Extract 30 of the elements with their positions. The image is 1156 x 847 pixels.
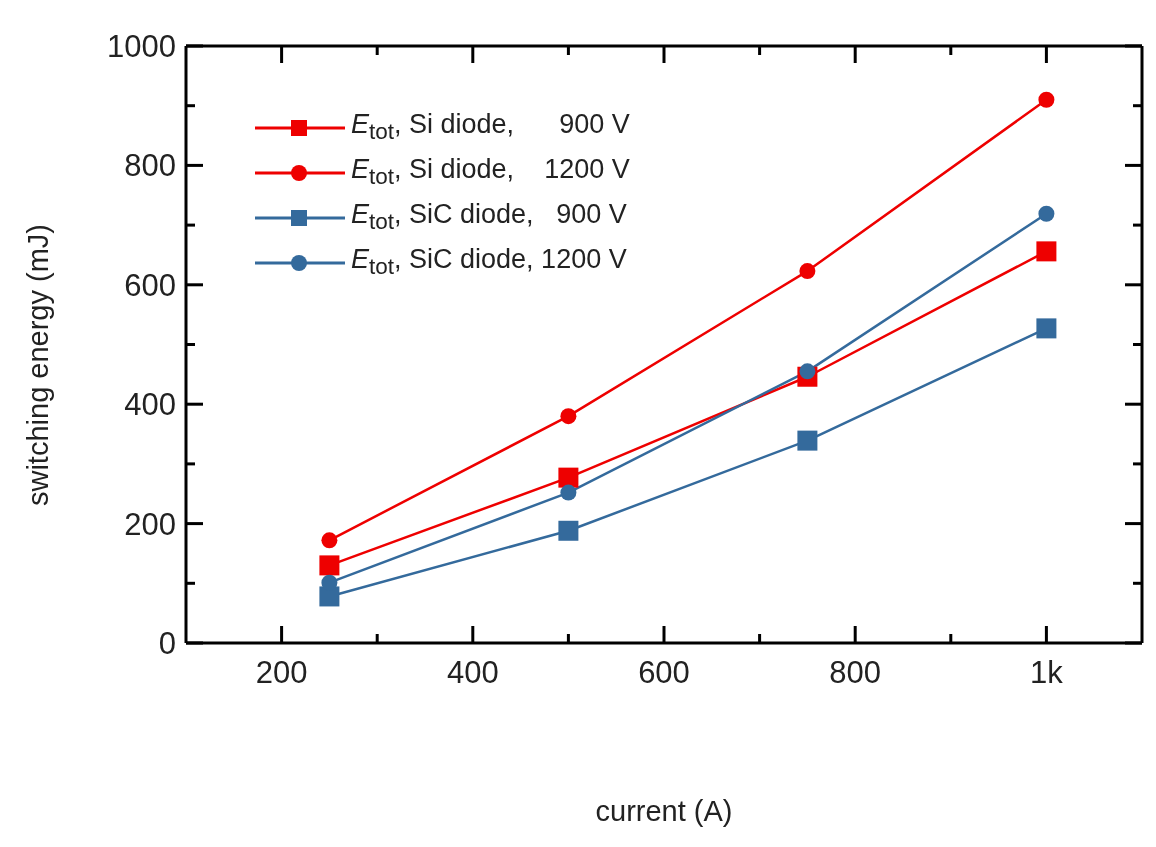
y-tick-label: 1000 [107, 29, 176, 64]
legend-label: E$_{tot}$, SiC diode, 1200 V [351, 244, 627, 280]
point [1036, 241, 1057, 262]
x-tick-label: 600 [638, 655, 690, 690]
point [319, 555, 340, 576]
legend-label: E$_{tot}$, SiC diode, 900 V [351, 199, 627, 235]
x-tick-label: 800 [829, 655, 882, 690]
legend-label: E$_{tot}$, Si diode, 900 V [351, 109, 630, 145]
point [321, 532, 338, 549]
point [560, 408, 577, 425]
point [1038, 205, 1055, 222]
y-tick-label: 600 [124, 267, 176, 303]
y-tick-label: 0 [158, 626, 176, 661]
y-axis-title: switching energy (mJ) [21, 223, 55, 507]
point [797, 430, 818, 451]
point [799, 263, 816, 280]
x-tick-label: 1k [1030, 655, 1064, 690]
point [558, 467, 579, 488]
x-tick-label: 400 [446, 655, 499, 690]
x-axis-title: current (A) [594, 795, 734, 828]
y-tick-label: 200 [124, 506, 176, 542]
y-tick-label: 400 [124, 387, 176, 423]
point [558, 520, 579, 541]
point [560, 484, 577, 501]
x-tick-label: 200 [255, 655, 308, 690]
point [1038, 91, 1055, 108]
y-tick-label: 800 [124, 148, 176, 184]
point [1036, 318, 1057, 339]
legend-label: E$_{tot}$, Si diode, 1200 V [351, 154, 630, 190]
point [799, 363, 816, 380]
